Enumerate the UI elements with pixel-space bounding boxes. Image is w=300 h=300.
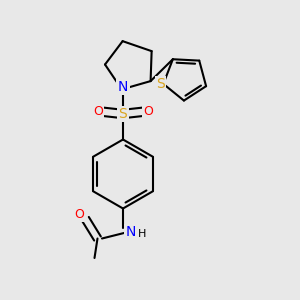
Text: H: H (138, 229, 147, 239)
Text: O: O (93, 105, 103, 118)
Text: N: N (118, 80, 128, 94)
Text: O: O (143, 105, 153, 118)
Text: O: O (75, 208, 84, 221)
Text: S: S (156, 77, 165, 91)
Text: N: N (125, 226, 136, 239)
Text: S: S (118, 107, 127, 121)
